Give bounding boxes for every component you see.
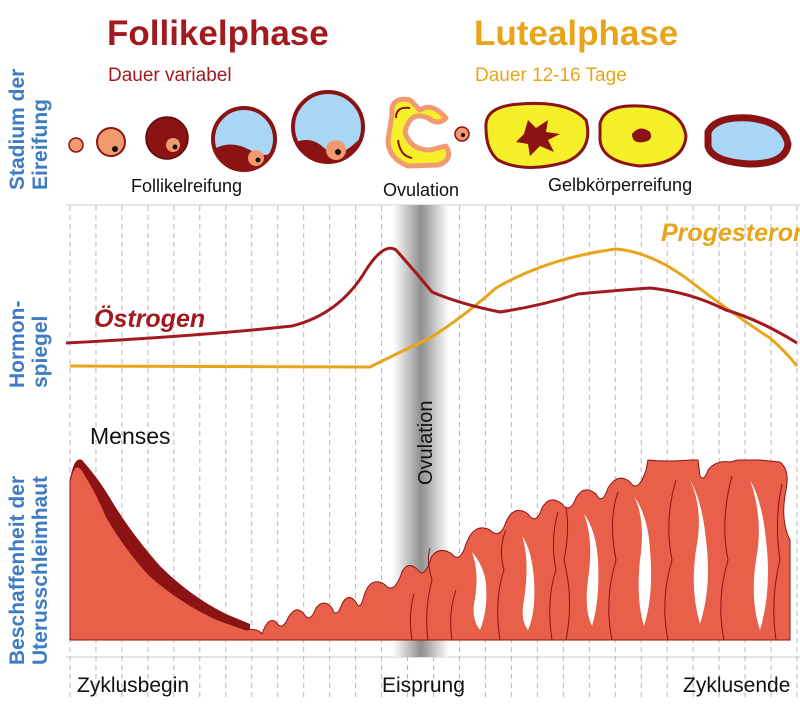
estrogen-label: Östrogen bbox=[94, 304, 205, 333]
menses-label: Menses bbox=[90, 423, 171, 449]
svg-text:Eireifung: Eireifung bbox=[29, 99, 52, 190]
follicular-phase-title: Follikelphase bbox=[107, 14, 329, 53]
ovulation-rupture-icon bbox=[385, 96, 470, 169]
corpus-luteum-stage-2-icon bbox=[598, 104, 688, 168]
follicle-stage-3-icon bbox=[145, 116, 189, 160]
side-label-stage: Stadium der Eireifung bbox=[6, 69, 52, 190]
corpus-albicans-icon bbox=[704, 114, 792, 168]
luteal-phase-subtitle: Dauer 12-16 Tage bbox=[475, 65, 627, 86]
side-label-lining: Beschaffenheit der Uterusschleimhaut bbox=[6, 476, 52, 665]
ovulation-band-label: Ovulation bbox=[415, 401, 437, 486]
uterine-lining bbox=[69, 459, 791, 641]
estrogen-curve bbox=[65, 246, 798, 345]
axis-label-end: Zyklusende bbox=[683, 674, 790, 697]
uterine-lining-tissue bbox=[69, 459, 791, 641]
follicle-stage-5-icon bbox=[291, 90, 365, 164]
progesterone-curve bbox=[69, 247, 799, 369]
svg-text:Beschaffenheit der: Beschaffenheit der bbox=[6, 476, 29, 665]
progesterone-label: Progesteron bbox=[661, 219, 800, 247]
axis-label-middle: Eisprung bbox=[382, 674, 465, 697]
side-label-hormone: Hormon- spiegel bbox=[6, 301, 52, 389]
svg-text:Stadium der: Stadium der bbox=[6, 69, 29, 190]
axis-label-start: Zyklusbegin bbox=[77, 674, 189, 697]
svg-text:Hormon-: Hormon- bbox=[6, 301, 29, 389]
follicle-stage-2-icon bbox=[96, 127, 126, 157]
follicle-stage-4-icon bbox=[211, 106, 277, 172]
luteal-phase-title: Lutealphase bbox=[474, 14, 678, 53]
stage-label-ovulation: Ovulation bbox=[383, 180, 459, 200]
follicular-phase-subtitle: Dauer variabel bbox=[108, 65, 232, 86]
stage-label-corpus-luteum: Gelbkörperreifung bbox=[548, 175, 692, 195]
svg-text:Uterusschleimhaut: Uterusschleimhaut bbox=[29, 476, 52, 665]
follicle-stage-1-icon bbox=[68, 137, 84, 153]
svg-text:spiegel: spiegel bbox=[29, 316, 52, 388]
corpus-luteum-stage-1-icon bbox=[484, 101, 590, 170]
stage-label-maturation: Follikelreifung bbox=[131, 176, 242, 196]
